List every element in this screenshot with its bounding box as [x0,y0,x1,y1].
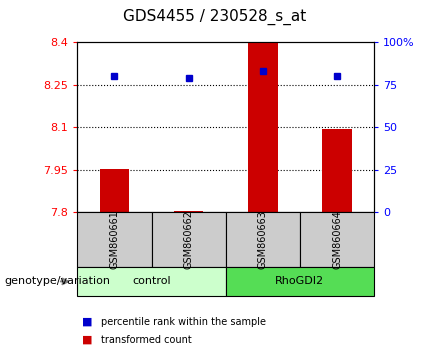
Text: GDS4455 / 230528_s_at: GDS4455 / 230528_s_at [123,8,307,25]
Text: genotype/variation: genotype/variation [4,276,111,286]
Text: ■: ■ [82,335,92,345]
Text: GSM860662: GSM860662 [184,210,194,269]
Bar [248,42,278,212]
Bar [100,169,129,212]
Text: RhoGDI2: RhoGDI2 [275,276,325,286]
Text: GSM860661: GSM860661 [110,210,120,269]
Bar [174,211,203,212]
Text: ■: ■ [82,317,92,327]
Bar [322,129,352,212]
Text: GSM860664: GSM860664 [332,210,342,269]
Text: GSM860663: GSM860663 [258,210,268,269]
Text: transformed count: transformed count [101,335,192,345]
Text: percentile rank within the sample: percentile rank within the sample [101,317,266,327]
Text: control: control [132,276,171,286]
